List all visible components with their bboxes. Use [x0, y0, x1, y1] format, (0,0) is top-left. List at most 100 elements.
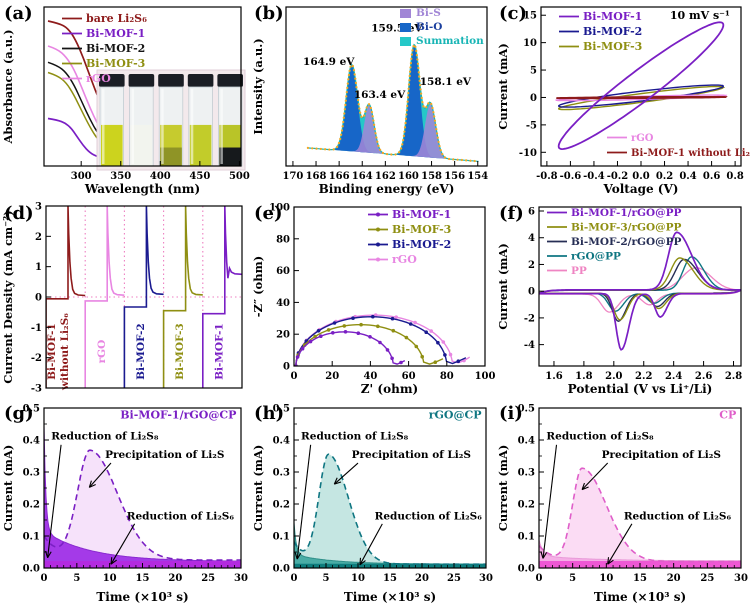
series-segment — [162, 206, 203, 388]
annotation: Reduction of Li₂S₆ — [624, 510, 732, 522]
data-marker — [319, 334, 323, 338]
annotation-arrow — [581, 462, 609, 490]
segment-label: without Li₂S₆ — [59, 313, 71, 391]
x-tick-label: 10 — [599, 573, 613, 584]
legend-label: Bi-MOF-3 — [86, 57, 145, 70]
series-segment — [202, 206, 242, 388]
x-tick-label: 0.0 — [632, 171, 649, 182]
x-tick-label: 15 — [383, 573, 397, 584]
x-tick-label: 164 — [352, 171, 373, 182]
y-tick-label: 0.2 — [23, 500, 40, 511]
legend-label: Bi-MOF-1 without Li₂S₆ — [631, 148, 750, 159]
x-tick-label: 300 — [71, 171, 92, 182]
x-tick-label: 156 — [444, 171, 465, 182]
y-tick-label: 6 — [528, 207, 535, 218]
data-marker — [343, 330, 348, 334]
data-marker — [404, 335, 409, 340]
y-tick-label: 0.2 — [518, 500, 535, 511]
vial-cap — [99, 74, 125, 87]
legend-marker — [376, 212, 380, 217]
x-tick-label: 168 — [306, 171, 327, 182]
y-axis-label: -Z″ (ohm) — [251, 256, 265, 317]
x-tick-label: 40 — [363, 371, 377, 382]
panel-c-chart: 10 mV s⁻¹ -0.8 -0.6 -0.4 -0.2 0.0 0.2 0.4 0.6 0.8… — [496, 3, 750, 196]
series-li2s-precipitation-area — [539, 468, 741, 568]
y-tick-label: 10 — [523, 38, 537, 49]
arrowhead — [110, 557, 113, 565]
legend-label: bare Li₂S₆ — [86, 12, 147, 25]
plot-frame — [285, 6, 488, 167]
panel-e-chart: 0 20 40 60 80 100 0 20 40 60 80 100 Z' (ohm) -Z″ (ohm… — [251, 203, 495, 397]
y-tick-label: 0.3 — [518, 468, 535, 479]
y-tick-label: 0.0 — [518, 564, 535, 575]
data-marker — [390, 316, 395, 321]
vial-cap — [187, 74, 214, 87]
data-marker — [414, 344, 419, 349]
data-marker — [420, 354, 424, 359]
y-axis-label: Current (mA) — [1, 445, 15, 532]
x-tick-label: 2.6 — [695, 371, 712, 382]
x-tick-label: 2.0 — [605, 371, 622, 382]
series-rgo-pp — [539, 256, 741, 312]
annotation-arrow — [542, 444, 558, 559]
x-tick-label: 25 — [201, 573, 215, 584]
x-tick-label: 158 — [421, 171, 442, 182]
data-marker — [376, 324, 380, 329]
annotation-arrow — [47, 444, 62, 558]
y-tick-label: 0.4 — [273, 436, 290, 447]
panel-f-chart: 1.6 1.8 2.0 2.2 2.4 2.6 2.8 -4 -2 0 2 4 6 Potential (… — [496, 203, 742, 396]
panel-letter: (h) — [254, 403, 284, 424]
x-tick-label: 0 — [291, 371, 298, 382]
annotation: rGO@CP — [429, 409, 482, 422]
series-bi-mof-1 — [557, 21, 725, 151]
x-axis-label: Time (×10³ s) — [96, 590, 188, 604]
x-tick-label: 0.4 — [679, 171, 696, 182]
arrowhead — [333, 477, 338, 485]
annotation-arrow — [110, 523, 136, 565]
x-tick-label: 0.8 — [726, 171, 743, 182]
data-marker — [308, 339, 313, 344]
x-tick-label: 30 — [734, 573, 748, 584]
x-tick-label: 450 — [189, 171, 210, 182]
annotation: Reduction of Li₂S₈ — [546, 430, 654, 442]
y-tick-label: -1 — [31, 323, 42, 334]
legend-label: Bi-S — [416, 7, 441, 19]
legend-label: Bi-MOF-1/rGO@PP — [571, 207, 682, 219]
data-marker — [391, 328, 396, 333]
panel-e: 0 20 40 60 80 100 0 20 40 60 80 100 Z' (ohm) -Z″ (ohm… — [250, 200, 495, 400]
series-raw-data — [306, 42, 480, 163]
y-tick-label: 0.0 — [23, 564, 40, 575]
data-marker — [448, 352, 453, 357]
data-marker — [399, 360, 403, 365]
y-tick-label: -4 — [524, 340, 535, 351]
x-tick-label: 60 — [402, 371, 416, 382]
vial-sediment — [160, 147, 182, 166]
legend-label: Bi-MOF-3 — [583, 40, 642, 53]
y-tick-label: 0.5 — [23, 404, 40, 415]
segment-label: Bi-MOF-2 — [135, 323, 147, 380]
x-axis-label: Binding energy (eV) — [319, 182, 455, 196]
x-tick-label: 10 — [351, 573, 365, 584]
arrowhead — [542, 552, 548, 559]
annotation-arrow — [296, 444, 312, 560]
x-tick-label: 20 — [325, 371, 339, 382]
series-envelope — [539, 467, 741, 563]
arrowhead — [581, 482, 585, 490]
data-marker — [424, 330, 428, 334]
panel-h: rGO@CP Reduction of Li₂S₈ Precipitation of… — [250, 400, 495, 608]
x-axis-label: Z' (ohm) — [361, 382, 418, 396]
data-marker — [313, 334, 317, 339]
y-tick-label: 0.3 — [273, 468, 290, 479]
x-tick-label: -0.4 — [583, 171, 605, 182]
y-tick-label: 4 — [528, 233, 535, 244]
legend-label: Bi-O — [416, 21, 442, 33]
y-tick-label: 0.3 — [23, 468, 40, 479]
y-axis-label: Current (mA) — [496, 43, 510, 130]
annotation-arrow — [333, 462, 359, 485]
y-tick-label: 5 — [530, 66, 537, 77]
x-axis-label: Time (×10³ s) — [344, 590, 436, 604]
panel-letter: (d) — [4, 203, 34, 224]
panel-d: Bi-MOF-1 without Li₂S₆ rGO Bi-MOF-2 Bi-MOF-3… — [0, 200, 250, 400]
legend-label: Bi-MOF-1 — [86, 27, 145, 40]
